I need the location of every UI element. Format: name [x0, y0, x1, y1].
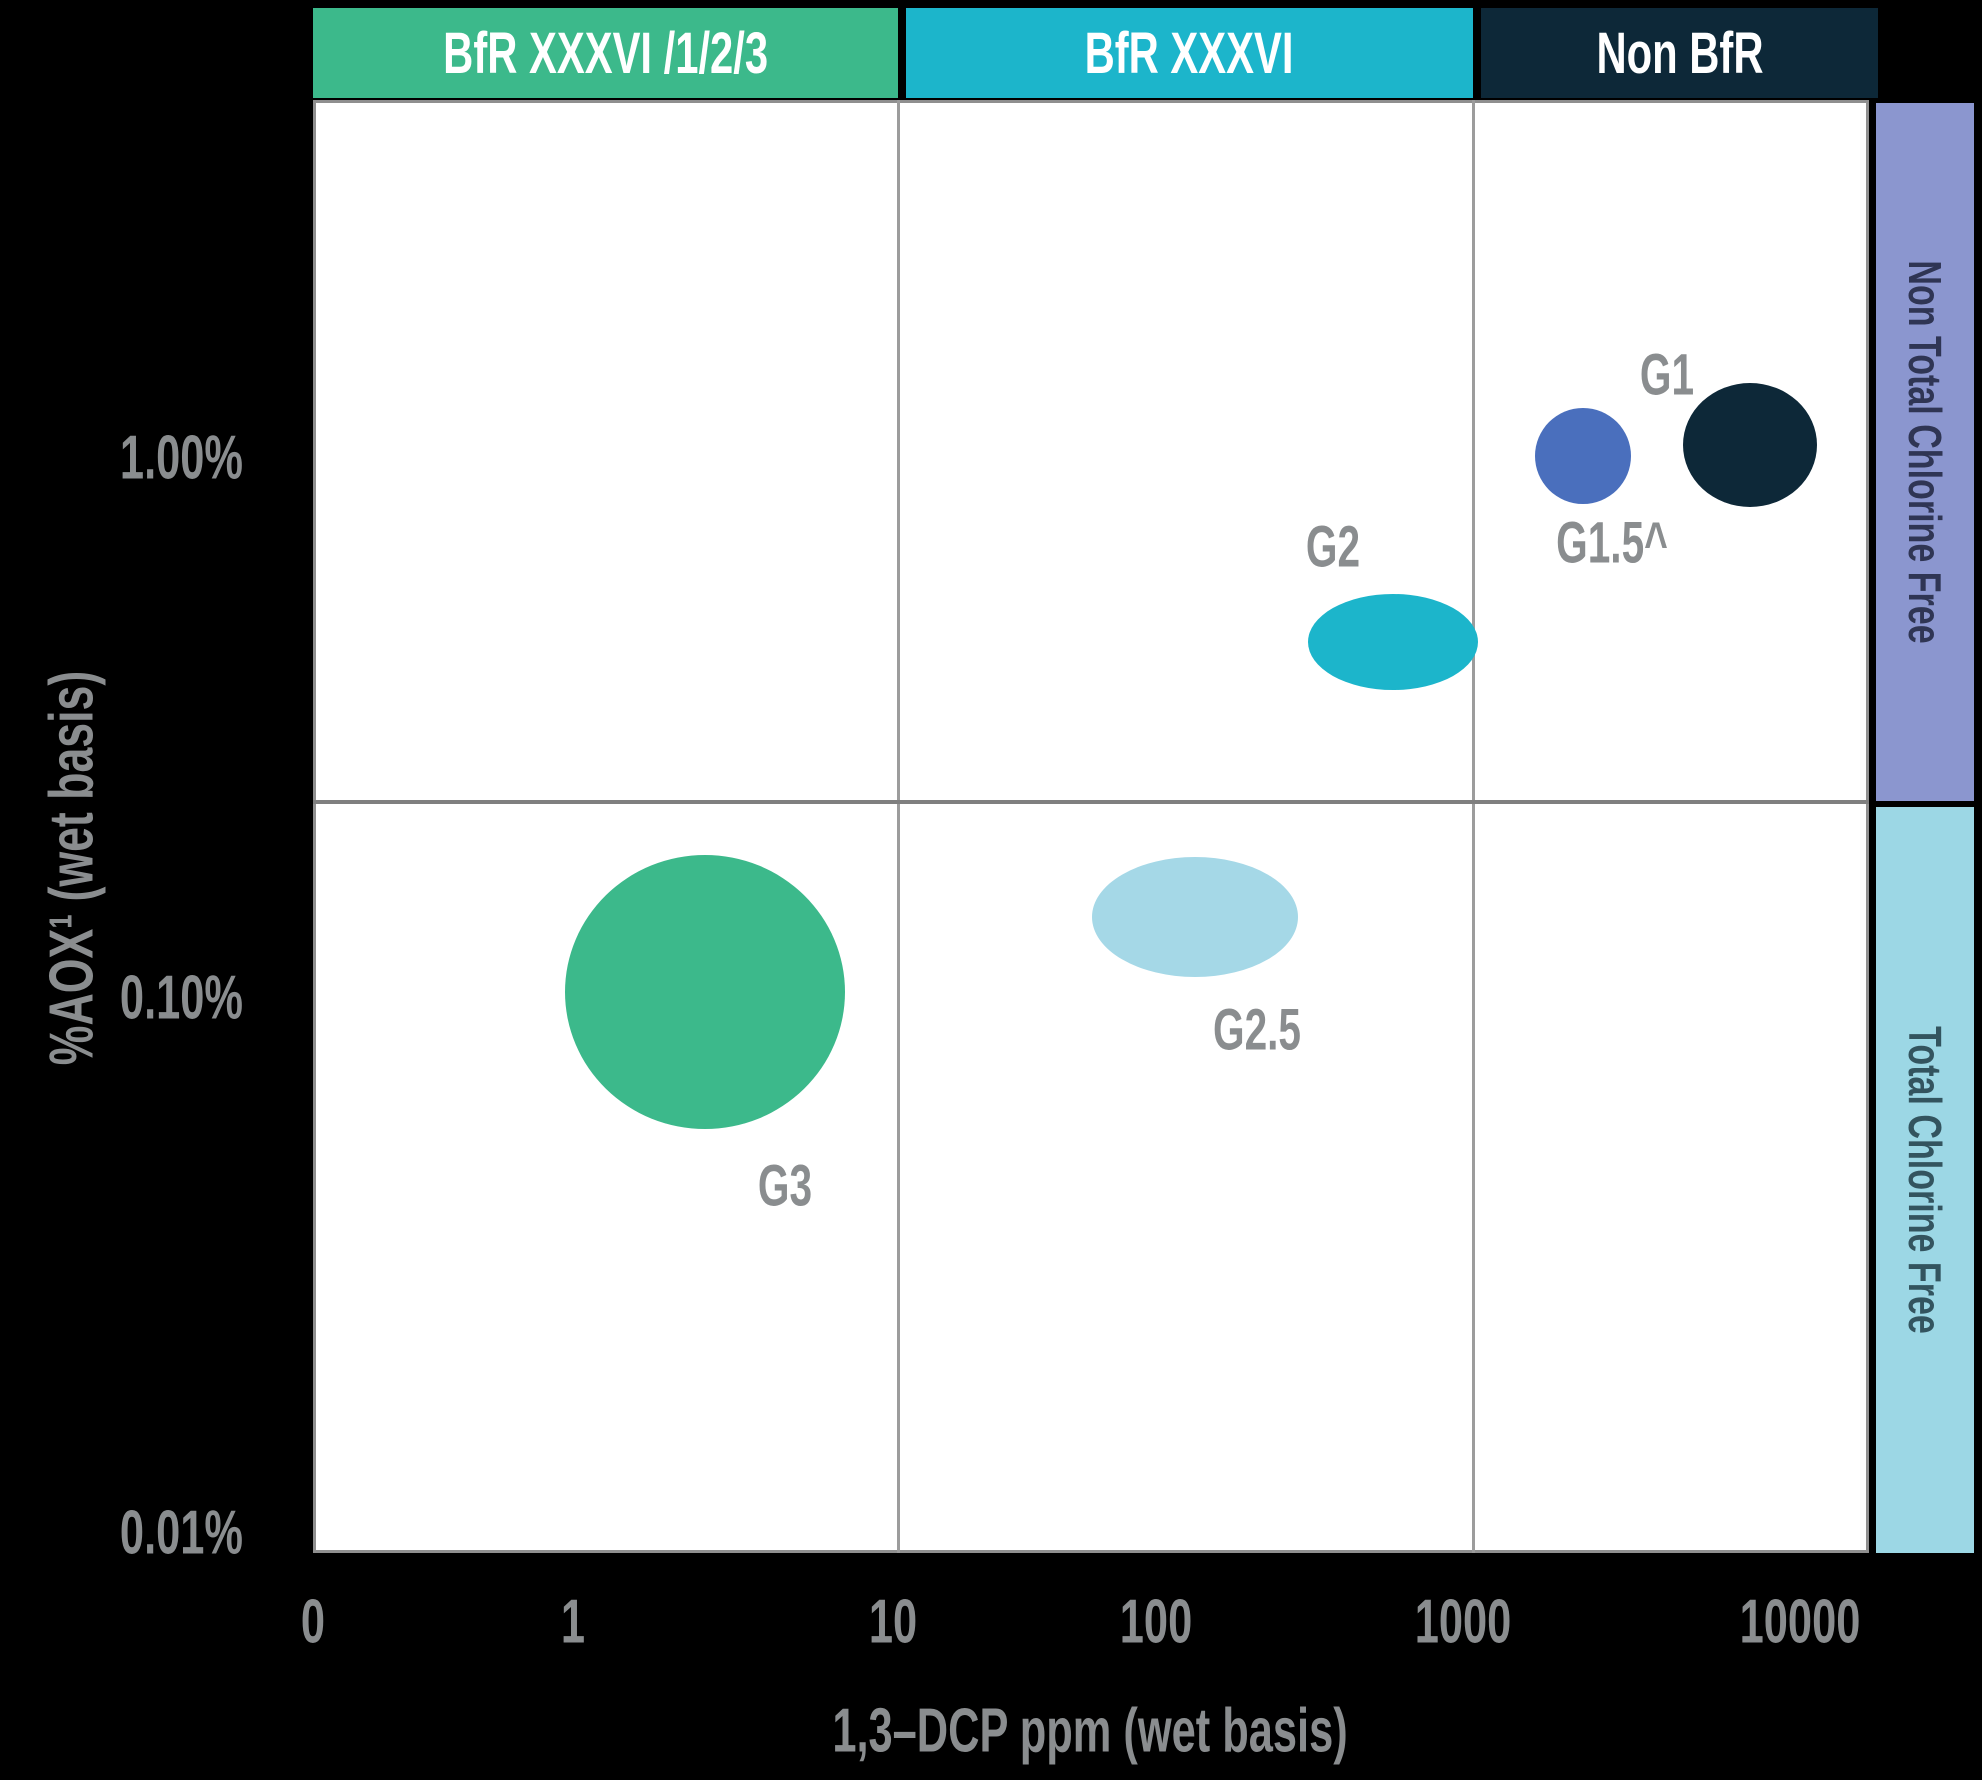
column-header-non-bfr: Non BfR — [1481, 8, 1878, 98]
row-band-total-chlorine-free: Total Chlorine Free — [1876, 807, 1974, 1553]
bubble-g1-5 — [1535, 408, 1631, 504]
bubble-g2-5 — [1092, 857, 1298, 977]
bubble-g3 — [565, 855, 845, 1129]
x-tick-100: 100 — [1119, 1587, 1193, 1657]
column-header-bfr-xxxvi-123: BfR XXXVI /1/2/3 — [313, 8, 898, 98]
bubble-g1 — [1683, 383, 1817, 507]
bubble-label-g1: G1 — [1639, 342, 1695, 408]
column-header-bfr-xxxvi: BfR XXXVI — [906, 8, 1473, 98]
bubble-label-g3: G3 — [757, 1153, 813, 1219]
x-tick-0: 0 — [300, 1587, 326, 1657]
gridline-vertical-1000 — [1472, 100, 1475, 1553]
bubble-label-g2-5: G2.5 — [1212, 997, 1302, 1063]
x-tick-10: 10 — [868, 1587, 918, 1657]
column-header-label: Non BfR — [1595, 20, 1763, 86]
y-tick-0-01pct: 0.01% — [119, 1498, 243, 1568]
y-axis-title: %AOX¹ (wet basis) — [37, 670, 107, 1066]
y-tick-1-00pct: 1.00% — [119, 423, 243, 493]
y-tick-0-10pct: 0.10% — [119, 963, 243, 1033]
x-axis-title: 1,3–DCP ppm (wet basis) — [832, 1696, 1348, 1766]
row-band-label: Non Total Chlorine Free — [1899, 260, 1951, 644]
bubble-label-g1-5: G1.5^ — [1556, 510, 1668, 576]
column-header-label: BfR XXXVI — [1085, 20, 1294, 86]
bubble-g2 — [1308, 594, 1478, 690]
row-band-label: Total Chlorine Free — [1899, 1026, 1951, 1334]
gridline-vertical-10 — [897, 100, 900, 1553]
x-tick-1000: 1000 — [1414, 1587, 1512, 1657]
gridline-horizontal-row-boundary — [313, 800, 1869, 804]
column-header-label: BfR XXXVI /1/2/3 — [443, 20, 768, 86]
x-tick-10000: 10000 — [1739, 1587, 1861, 1657]
row-band-non-total-chlorine-free: Non Total Chlorine Free — [1876, 103, 1974, 801]
x-tick-1: 1 — [560, 1587, 586, 1657]
bubble-label-g2: G2 — [1305, 514, 1361, 580]
plot-area — [313, 100, 1869, 1553]
